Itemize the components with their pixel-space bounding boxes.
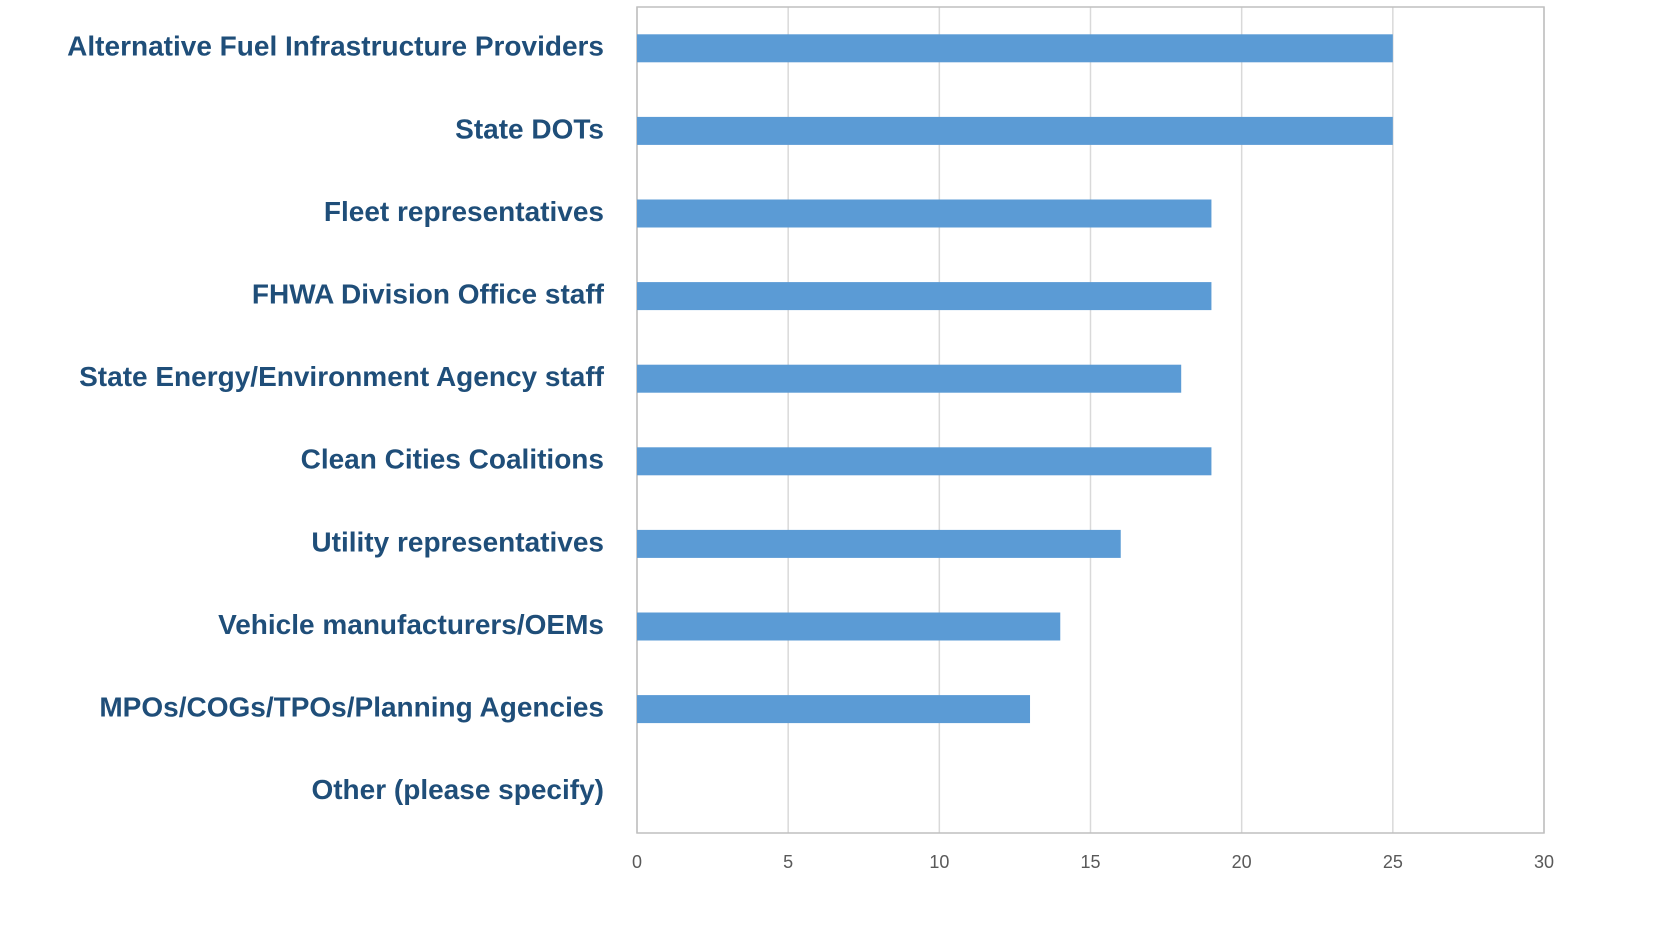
bar bbox=[637, 529, 1121, 558]
bar bbox=[637, 199, 1212, 228]
y-tick-label: FHWA Division Office staff bbox=[252, 278, 605, 309]
bar bbox=[637, 612, 1061, 641]
bar bbox=[637, 447, 1212, 476]
x-tick-label: 30 bbox=[1534, 852, 1554, 872]
y-tick-label: Fleet representatives bbox=[324, 196, 604, 227]
x-tick-label: 5 bbox=[783, 852, 793, 872]
x-tick-label: 10 bbox=[929, 852, 949, 872]
y-tick-label: Vehicle manufacturers/OEMs bbox=[218, 609, 604, 640]
y-tick-label: MPOs/COGs/TPOs/Planning Agencies bbox=[99, 691, 604, 722]
x-tick-label: 20 bbox=[1232, 852, 1252, 872]
x-tick-label: 0 bbox=[632, 852, 642, 872]
y-tick-label: Clean Cities Coalitions bbox=[301, 444, 604, 475]
bar bbox=[637, 116, 1393, 145]
y-tick-label: State Energy/Environment Agency staff bbox=[79, 361, 605, 392]
x-tick-label: 25 bbox=[1383, 852, 1403, 872]
y-tick-label: Alternative Fuel Infrastructure Provider… bbox=[67, 31, 604, 62]
plot-border bbox=[636, 6, 1545, 834]
y-tick-label: Utility representatives bbox=[311, 526, 604, 557]
x-tick-label: 15 bbox=[1080, 852, 1100, 872]
bar bbox=[637, 364, 1182, 393]
bar bbox=[637, 282, 1212, 311]
y-tick-label: State DOTs bbox=[455, 113, 604, 144]
bar bbox=[637, 695, 1031, 724]
bar bbox=[637, 34, 1393, 63]
y-tick-label: Other (please specify) bbox=[311, 774, 604, 805]
